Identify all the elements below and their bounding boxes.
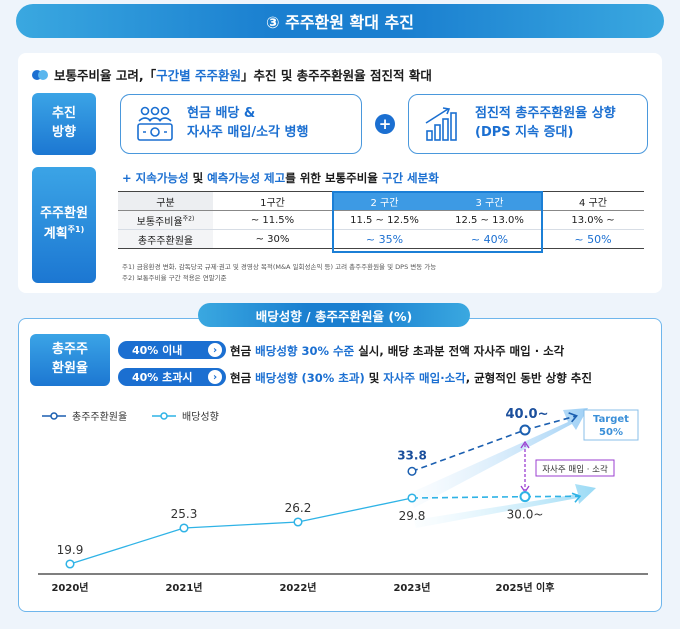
table-header-cell: 2 구간	[332, 191, 437, 211]
payout-chart-svg: 총주주환원율 배당성향 Target 50% 자사주 매입 · 소각 2020년…	[38, 407, 648, 594]
growth-bar-chart-icon	[425, 107, 457, 141]
box2-line1: 점진적 총주주환원율 상향	[475, 106, 616, 122]
projection-arrowhead-icon	[568, 412, 578, 423]
legend-marker-payout	[160, 412, 168, 420]
policy-line-2: 현금 배당성향 (30% 초과) 및 자사주 매입·소각, 균형적인 동반 상향…	[230, 371, 592, 385]
payout-point	[407, 493, 417, 503]
payout-point	[179, 523, 189, 533]
footnote-2: 주2) 보통주비율 구간 적용은 연말기준	[122, 274, 227, 282]
chevron-right-icon: ›	[208, 370, 222, 384]
plan-label: 주주환원 계획주1)	[32, 167, 96, 283]
x-tick-label: 2025년 이후	[496, 581, 555, 594]
table-cell: 12.5 ~ 13.0%	[437, 210, 542, 230]
payout-data-label: 30.0~	[507, 508, 544, 522]
plus-icon: +	[375, 114, 395, 134]
payout-line-segment	[69, 527, 185, 565]
chart-legend: 총주주환원율 배당성향	[42, 411, 219, 423]
payout-line-segment	[297, 497, 413, 523]
x-tick-label: 2021년	[165, 581, 202, 594]
total-return-projection-line	[524, 415, 577, 431]
payout-point	[65, 559, 75, 569]
payout-line-segment	[183, 521, 299, 529]
headline-pre: 보통주비율 고려,「	[54, 68, 157, 83]
target-value: 50%	[599, 427, 623, 438]
payout-data-label: 26.2	[285, 501, 312, 515]
table-cell: 11.5 ~ 12.5%	[332, 210, 437, 230]
direction-box-return-rate: 점진적 총주주환원율 상향 (DPS 지속 증대)	[408, 94, 648, 154]
headline-post: 」추진 및 총주주환원율 점진적 확대	[240, 68, 432, 83]
legend-label-payout: 배당성향	[182, 411, 219, 423]
table-cell: 13.0% ~	[542, 210, 644, 230]
table-cell: ~ 35%	[332, 229, 437, 249]
target-box: Target 50%	[583, 409, 639, 441]
buyback-arrow-up-icon	[520, 440, 530, 449]
badge-over-40: 40% 초과시 ›	[118, 368, 226, 386]
table-header-cell: 구분	[118, 191, 213, 211]
table-header-cell: 1구간	[213, 191, 332, 211]
payout-data-label: 29.8	[399, 509, 426, 523]
payout-line-segment	[411, 495, 526, 499]
plan-subheading: + 지속가능성 및 예측가능성 제고를 위한 보통주비율 구간 세분화	[122, 171, 439, 185]
payout-chart: 총주주환원율 배당성향 Target 50% 자사주 매입 · 소각 2020년…	[28, 398, 654, 604]
table-cell: ~ 40%	[437, 229, 542, 249]
bullet-dots-icon	[32, 69, 48, 80]
section2-title: 배당성향 / 총주주환원율 (%)	[198, 303, 470, 327]
table-header-cell: 3 구간	[437, 191, 542, 211]
table-row: 총주주환원율 ~ 30% ~ 35% ~ 40% ~ 50%	[118, 229, 644, 249]
growth-arrow-upper	[408, 408, 588, 508]
page-title-bar: ③ 주주환원 확대 추진	[16, 4, 664, 38]
page-title: ③ 주주환원 확대 추진	[265, 13, 415, 32]
target-label: Target	[593, 414, 629, 425]
plot-layer: 2020년 2021년 2022년 2023년 2025년 이후 33.8 40.0~ 19.…	[51, 407, 582, 594]
direction-box-dividend: 현금 배당 & 자사주 매입/소각 병행	[120, 94, 362, 154]
badge-within-40: 40% 이내 ›	[118, 341, 226, 359]
table-header-row: 구분 1구간 2 구간 3 구간 4 구간	[118, 191, 644, 211]
target-box-frame	[583, 409, 639, 441]
table-header-cell: 4 구간	[542, 191, 644, 211]
total-return-data-label: 40.0~	[506, 407, 549, 422]
chevron-right-icon: ›	[208, 343, 222, 357]
total-return-line-segment	[411, 429, 526, 473]
buyback-label: 자사주 매입 · 소각	[542, 464, 608, 475]
table-cell: ~ 30%	[213, 229, 332, 249]
total-return-label: 총주주 환원율	[30, 334, 110, 386]
row-label: 보통주비율주2)	[118, 210, 213, 230]
box1-line2: 자사주 매입/소각 병행	[187, 125, 309, 140]
projection-arrowhead-icon	[571, 492, 582, 503]
policy-line-1: 현금 배당성향 30% 수준 실시, 배당 초과분 전액 자사주 매입 · 소각	[230, 344, 565, 358]
x-tick-label: 2023년	[393, 581, 430, 594]
growth-arrow-lower	[414, 484, 596, 528]
box2-line2: (DPS 지속 증대)	[475, 125, 574, 140]
shareholder-return-plan-card: 보통주비율 고려,「구간별 주주환원」추진 및 총주주환원율 점진적 확대 추진…	[18, 53, 662, 293]
legend-label-total: 총주주환원율	[72, 411, 127, 423]
direction-label: 추진 방향	[32, 93, 96, 155]
total-return-point	[519, 424, 531, 436]
row-label: 총주주환원율	[118, 229, 213, 249]
money-people-icon	[137, 106, 173, 141]
payout-point	[519, 491, 531, 503]
buyback-label-box	[535, 459, 615, 477]
plan-table: 구분 1구간 2 구간 3 구간 4 구간 보통주비율주2) ~ 11.5% 1…	[118, 191, 644, 249]
table-row: 보통주비율주2) ~ 11.5% 11.5 ~ 12.5% 12.5 ~ 13.…	[118, 210, 644, 230]
payout-data-label: 19.9	[57, 543, 84, 557]
footnote-1: 주1) 금융환경 변화, 감독당국 규제·권고 및 경영상 목적(M&A 일회성…	[122, 263, 437, 271]
total-return-point	[407, 466, 417, 476]
section1-headline: 보통주비율 고려,「구간별 주주환원」추진 및 총주주환원율 점진적 확대	[32, 65, 432, 84]
buyback-callout: 자사주 매입 · 소각	[520, 440, 615, 494]
legend-marker-total	[50, 412, 58, 420]
x-tick-label: 2020년	[51, 581, 88, 594]
box1-line1: 현금 배당 &	[187, 106, 256, 122]
x-tick-label: 2022년	[279, 581, 316, 594]
payout-data-label: 25.3	[171, 507, 198, 521]
table-cell: ~ 50%	[542, 229, 644, 249]
payout-point	[293, 517, 303, 527]
table-cell: ~ 11.5%	[213, 210, 332, 230]
total-return-data-label: 33.8	[397, 448, 427, 462]
headline-highlight: 구간별 주주환원	[156, 68, 241, 83]
